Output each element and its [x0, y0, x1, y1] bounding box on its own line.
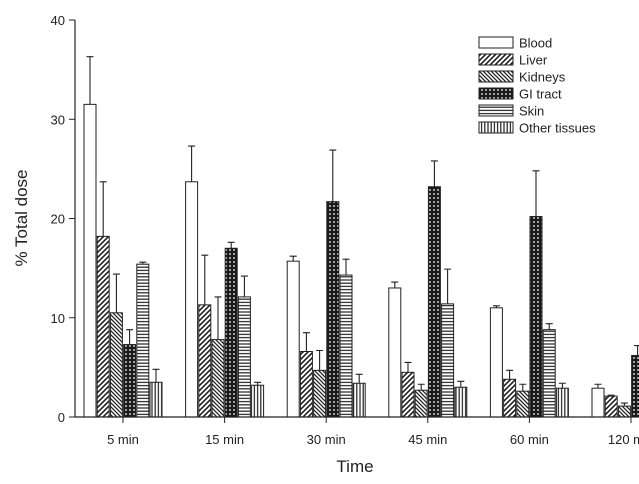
- bar-skin: [339, 274, 353, 418]
- bar-other-tissues: [555, 387, 569, 418]
- bar-blood: [591, 387, 605, 418]
- legend-swatch-skin: [478, 104, 514, 117]
- bar-liver: [503, 378, 517, 418]
- x-axis-title: Time: [336, 457, 373, 476]
- y-tick-label: 30: [51, 112, 65, 127]
- bar-liver: [604, 395, 618, 418]
- legend-swatch-other-tissues: [478, 121, 514, 134]
- bar-blood: [185, 181, 199, 418]
- bar-kidneys: [313, 369, 327, 418]
- error-bar: [152, 368, 160, 383]
- bar-gi-tract: [631, 354, 639, 418]
- error-bar: [404, 361, 412, 373]
- legend-swatch-liver: [478, 53, 514, 66]
- bar-gi-tract: [224, 247, 238, 418]
- bar-kidneys: [211, 339, 225, 418]
- x-tick-label: 120 min: [608, 432, 639, 447]
- legend-label-gi-tract: GI tract: [519, 87, 562, 102]
- error-bar: [342, 258, 350, 276]
- error-bar: [545, 323, 553, 330]
- bar-skin: [237, 296, 251, 418]
- bar-liver: [96, 235, 110, 418]
- error-bar: [289, 255, 297, 262]
- error-bar: [558, 382, 566, 389]
- y-tick-label: 20: [51, 212, 65, 227]
- bar-blood: [83, 103, 97, 418]
- bar-group: [83, 103, 639, 418]
- y-tick-group: 0 10 20 30 40: [51, 13, 75, 425]
- error-bar: [391, 281, 399, 288]
- error-bar-group: [86, 56, 639, 407]
- error-bar: [302, 332, 310, 352]
- error-bar: [532, 170, 540, 217]
- x-tick-label: 5 min: [107, 432, 139, 447]
- error-bar: [634, 344, 639, 356]
- legend: Blood Liver Kidneys GI tract Skin Other tissu…: [478, 36, 596, 136]
- y-tick-label: 10: [51, 311, 65, 326]
- error-bar: [188, 145, 196, 182]
- error-bar: [86, 56, 94, 105]
- bar-other-tissues: [454, 386, 468, 418]
- legend-label-kidneys: Kidneys: [519, 70, 566, 85]
- bar-kidneys: [617, 405, 631, 418]
- x-tick-label: 15 min: [205, 432, 244, 447]
- bar-other-tissues: [251, 384, 265, 418]
- bar-skin: [441, 303, 455, 418]
- y-tick-label: 40: [51, 13, 65, 28]
- error-bar: [201, 254, 209, 305]
- bar-liver: [299, 350, 313, 418]
- x-tick-group: 5 min 15 min 30 min 45 min 60 min 120 min: [107, 417, 639, 447]
- y-axis-title: % Total dose: [12, 169, 31, 266]
- legend-label-skin: Skin: [519, 104, 544, 119]
- bar-blood: [286, 260, 300, 418]
- bar-liver: [401, 371, 415, 418]
- error-bar: [444, 268, 452, 304]
- error-bar: [254, 381, 262, 386]
- error-bar: [139, 261, 147, 265]
- bar-gi-tract: [427, 186, 441, 418]
- bar-kidneys: [516, 390, 530, 418]
- x-tick-label: 45 min: [408, 432, 447, 447]
- error-bar: [329, 149, 337, 202]
- error-bar: [316, 349, 324, 371]
- error-bar: [594, 383, 602, 389]
- bar-blood: [388, 287, 402, 418]
- error-bar: [506, 369, 514, 380]
- legend-label-liver: Liver: [519, 53, 548, 68]
- bar-kidneys: [109, 312, 123, 418]
- bar-gi-tract: [123, 344, 137, 418]
- y-tick-label: 0: [58, 410, 65, 425]
- bar-other-tissues: [352, 382, 366, 418]
- bar-liver: [198, 304, 212, 418]
- bar-gi-tract: [529, 216, 543, 418]
- bar-blood: [489, 307, 503, 418]
- bar-skin: [542, 329, 556, 418]
- error-bar: [355, 373, 363, 384]
- legend-label-other-tissues: Other tissues: [519, 121, 596, 136]
- error-bar: [214, 296, 222, 340]
- error-bar: [240, 275, 248, 297]
- error-bar: [607, 394, 615, 397]
- legend-swatch-blood: [478, 36, 514, 49]
- error-bar: [457, 380, 465, 388]
- error-bar: [112, 273, 120, 313]
- error-bar: [417, 383, 425, 391]
- legend-label-blood: Blood: [519, 36, 552, 51]
- bar-kidneys: [414, 389, 428, 418]
- error-bar: [492, 305, 500, 308]
- x-tick-label: 30 min: [307, 432, 346, 447]
- legend-swatch-kidneys: [478, 70, 514, 83]
- error-bar: [99, 181, 107, 237]
- error-bar: [620, 402, 628, 407]
- legend-swatch-gi-tract: [478, 87, 514, 100]
- bar-skin: [136, 263, 150, 418]
- x-tick-label: 60 min: [510, 432, 549, 447]
- error-bar: [126, 329, 134, 345]
- error-bar: [430, 160, 438, 187]
- error-bar: [519, 383, 527, 392]
- error-bar: [227, 241, 235, 249]
- bar-gi-tract: [326, 201, 340, 418]
- bar-other-tissues: [149, 381, 163, 418]
